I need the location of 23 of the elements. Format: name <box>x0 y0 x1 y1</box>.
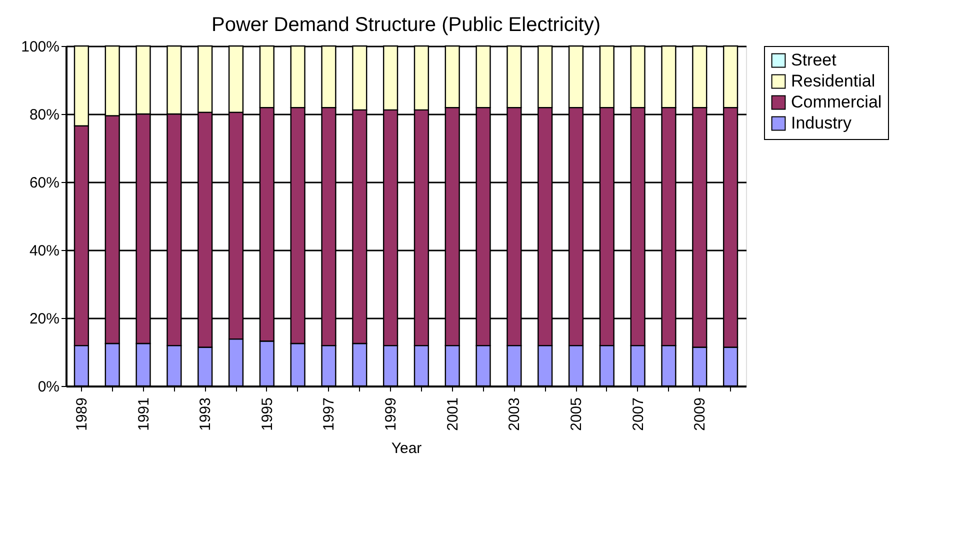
x-tick-label: 2009 <box>692 398 709 431</box>
x-tick-label: 2003 <box>506 398 524 431</box>
x-tick-label: 1999 <box>382 398 400 431</box>
legend-label: Commercial <box>791 92 882 112</box>
y-tick-label: 100% <box>21 38 60 56</box>
x-tick-label: 2005 <box>568 398 585 431</box>
x-tick-label: 2007 <box>630 398 647 431</box>
x-tick-label: 2001 <box>444 398 462 431</box>
y-tick-label: 60% <box>29 174 60 192</box>
x-tick-label: 1991 <box>135 398 152 431</box>
x-tick-label: 1997 <box>320 398 338 431</box>
y-tick-label: 0% <box>38 378 60 396</box>
x-tick-label: 1993 <box>197 398 214 431</box>
x-tick-label: 1995 <box>258 398 276 431</box>
y-tick-label: 40% <box>29 242 60 260</box>
x-axis-title: Year <box>391 440 422 457</box>
y-tick-label: 80% <box>29 106 60 124</box>
legend-label: Residential <box>791 72 876 90</box>
x-tick-label: 1989 <box>73 398 90 431</box>
legend-label: Industry <box>791 114 852 132</box>
chart-title: Power Demand Structure (Public Electricity) <box>211 14 601 36</box>
y-tick-label: 20% <box>29 310 60 328</box>
legend-label: Street <box>791 50 837 70</box>
